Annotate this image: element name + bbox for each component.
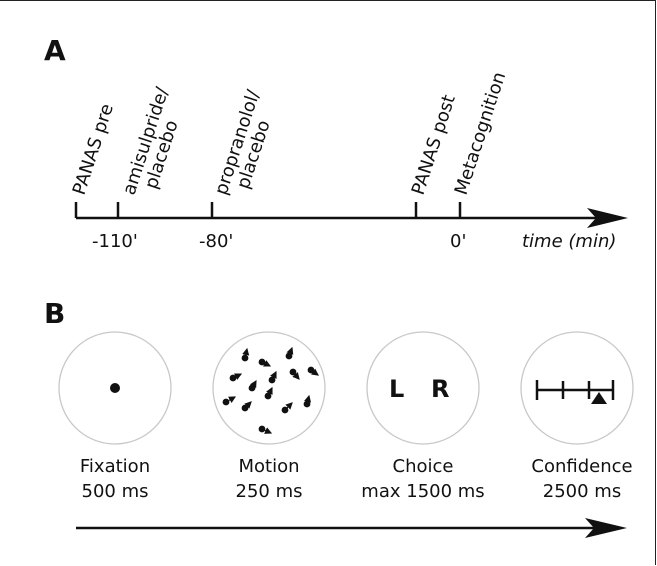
tick-label-minus80: -80' — [199, 231, 233, 252]
random-dots — [222, 346, 319, 434]
motion-screen — [212, 331, 326, 445]
timeline-arrowhead — [587, 208, 628, 228]
screen-circle — [520, 331, 634, 445]
event-label-line: PANAS post — [408, 92, 460, 197]
event-label-line: Metacognition — [451, 69, 511, 197]
step-name-choice: Choice — [393, 456, 454, 477]
timeline-event-panas-post: PANAS post — [408, 92, 460, 197]
fixation-screen — [58, 331, 172, 445]
timeline-event-propranolol: propranolol/ placebo — [211, 87, 275, 198]
screen-circle — [58, 331, 172, 445]
tick-label-minus110: -110' — [92, 231, 138, 252]
screen-circle — [212, 331, 326, 445]
event-label-line: PANAS pre — [69, 101, 118, 197]
step-duration-confidence: 2500 ms — [543, 481, 621, 502]
timeline-axis — [74, 202, 600, 220]
timeline-event-panas-pre: PANAS pre — [69, 101, 118, 197]
step-name-fixation: Fixation — [80, 456, 150, 477]
timeline-event-metacognition: Metacognition — [451, 69, 511, 197]
confidence-marker — [591, 392, 607, 404]
confidence-screen — [520, 331, 634, 445]
step-duration-motion: 250 ms — [236, 481, 303, 502]
step-name-confidence: Confidence — [531, 456, 632, 477]
panel-b-label: B — [44, 297, 65, 330]
fixation-dot — [110, 383, 120, 393]
confidence-scale — [535, 380, 615, 400]
panel-a-label: A — [44, 34, 66, 67]
tick-label-zero: 0' — [450, 231, 466, 252]
timeline-event-amisulpride: amisulpride/ placebo — [119, 84, 183, 198]
trial-sequence-arrowhead — [585, 518, 627, 538]
step-name-motion: Motion — [238, 456, 299, 477]
choice-right-label: R — [431, 375, 449, 403]
choice-left-label: L — [389, 375, 404, 403]
step-duration-fixation: 500 ms — [82, 481, 149, 502]
step-duration-choice: max 1500 ms — [361, 481, 484, 502]
choice-screen: L R — [366, 331, 480, 445]
axis-label-time: time (min) — [522, 231, 616, 252]
screen-circle — [366, 331, 480, 445]
